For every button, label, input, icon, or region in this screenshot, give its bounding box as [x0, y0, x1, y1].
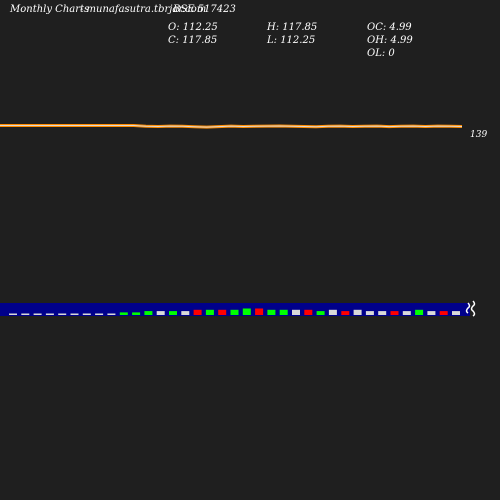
volume-bar	[439, 311, 448, 315]
volume-bar	[427, 311, 436, 315]
volume-bar	[230, 309, 239, 315]
volume-bar	[218, 309, 227, 315]
volume-bar	[33, 313, 42, 315]
volume-bar	[58, 313, 67, 315]
volume-bar	[242, 308, 251, 315]
volume-bar	[292, 309, 300, 315]
volume-bar	[255, 308, 264, 315]
volume-bar	[70, 313, 79, 315]
volume-bar	[95, 313, 104, 315]
volume-bar	[390, 311, 399, 315]
volume-bar	[205, 309, 214, 315]
chart-title: Monthly Charts	[10, 4, 90, 15]
price-line-overlay	[0, 125, 463, 128]
volume-bar	[452, 311, 460, 315]
oc-value: OC: 4.99	[367, 22, 412, 33]
volume-bar	[415, 309, 424, 315]
volume-bar	[119, 312, 128, 315]
ol-value: OL: 0	[367, 48, 395, 59]
volume-bar	[279, 309, 288, 315]
volume-bar	[144, 311, 153, 315]
y-tick-label: 139	[470, 130, 487, 140]
volume-bar	[365, 311, 374, 315]
high-value: H: 117.85	[267, 22, 318, 33]
volume-band	[0, 303, 470, 316]
close-value: C: 117.85	[168, 35, 218, 46]
open-value: O: 112.25	[168, 22, 218, 33]
volume-bar	[402, 311, 411, 315]
volume-bar	[181, 311, 190, 315]
volume-bar	[353, 309, 362, 315]
volume-bar	[193, 309, 202, 315]
volume-bar	[304, 309, 313, 315]
volume-bar	[132, 312, 141, 315]
volume-bar	[156, 311, 165, 315]
low-value: L: 112.25	[267, 35, 316, 46]
volume-bar	[316, 311, 325, 315]
volume-bar	[328, 309, 337, 315]
volume-bar	[267, 309, 276, 315]
volume-bar	[341, 311, 350, 315]
volume-bar	[107, 313, 116, 315]
volume-bar	[169, 311, 177, 315]
volume-bar	[9, 313, 17, 315]
volume-bar	[378, 311, 387, 315]
oh-value: OH: 4.99	[367, 35, 413, 46]
volume-bar	[21, 313, 30, 315]
site-name: - munafasutra.tbrjar.com	[80, 4, 207, 15]
volume-bar	[82, 313, 91, 315]
axis-end-mark	[465, 300, 476, 317]
volume-bar	[45, 313, 54, 315]
symbol-label: BSE 517423	[173, 4, 236, 15]
